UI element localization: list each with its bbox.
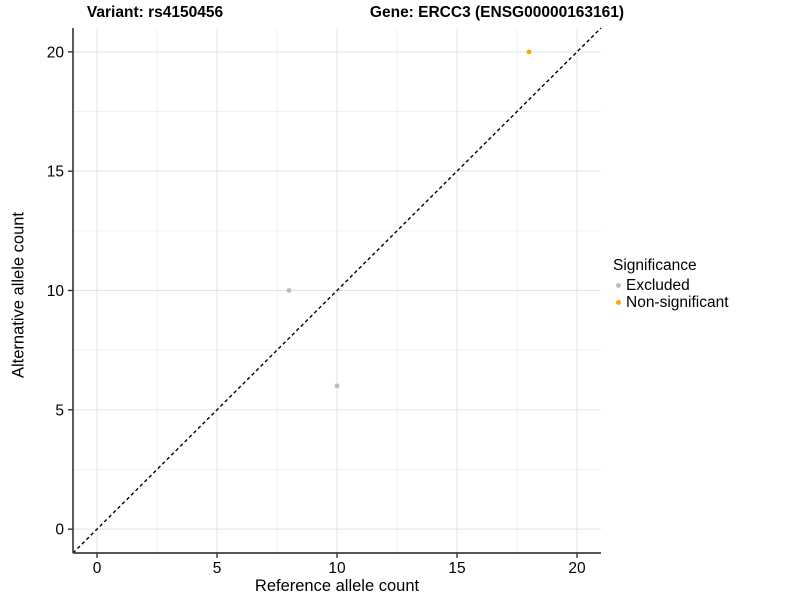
identity-dashed-line [72, 27, 602, 554]
x-axis-tick-label: 0 [93, 560, 102, 577]
y-axis-tick-label: 0 [55, 522, 64, 539]
legend-item-label: Excluded [626, 277, 690, 294]
x-axis-tick-label: 10 [328, 560, 346, 577]
x-axis-title: Reference allele count [254, 577, 420, 595]
legend-item-non-significant: Non-significant [613, 294, 729, 311]
legend-item-label: Non-significant [626, 294, 729, 311]
y-axis-tick-label: 5 [55, 402, 64, 419]
legend-dot-non-significant-icon [616, 300, 621, 305]
y-axis-tick-label: 15 [47, 164, 64, 181]
x-axis-tick-label: 20 [568, 560, 586, 577]
data-point-excluded [286, 288, 292, 293]
legend-title: Significance [613, 257, 697, 274]
x-axis-tick-label: 15 [448, 560, 465, 577]
legend-item-excluded: Excluded [613, 277, 729, 294]
y-axis-tick-label: 10 [47, 283, 65, 300]
legend-dot-excluded-icon [616, 283, 621, 288]
data-point-excluded [334, 383, 340, 389]
x-axis-tick-label: 5 [213, 560, 222, 577]
plot-title-gene: Gene: ERCC3 (ENSG00000163161) [369, 4, 625, 21]
legend: Significance Excluded Non-significant [613, 257, 729, 311]
plot-title-variant: Variant: rs4150456 [86, 4, 224, 21]
y-axis-tick-label: 20 [47, 44, 65, 61]
data-point-non-significant [526, 49, 532, 55]
y-axis-title: Alternative allele count [9, 211, 28, 379]
